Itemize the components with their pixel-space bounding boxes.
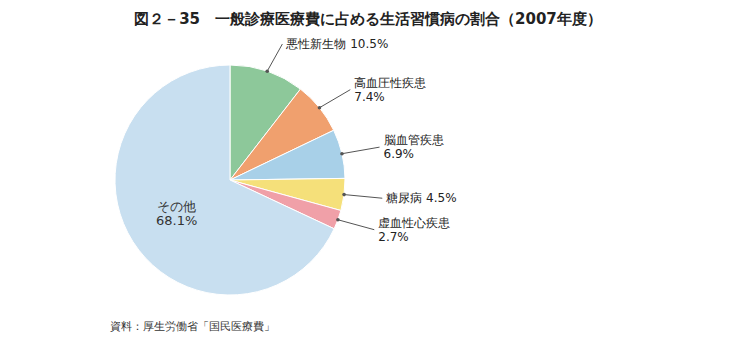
leader-line: [267, 44, 282, 71]
label-line: 脳血管疾患: [384, 133, 444, 147]
slice: [115, 65, 334, 295]
leader-line: [319, 90, 350, 108]
labels: 悪性新生物 10.5% 高血圧性疾患7.4% 脳血管疾患6.9% 糖尿病 4.5% 虚血…: [156, 36, 457, 243]
label-line: 6.9%: [384, 147, 415, 161]
leader-dot: [265, 69, 269, 73]
label-line: 悪性新生物 10.5%: [285, 36, 388, 50]
data-label: 悪性新生物 10.5%: [285, 36, 388, 50]
label-line: 68.1%: [156, 212, 197, 227]
slice: [230, 130, 345, 180]
pie: [115, 65, 345, 295]
data-label: 糖尿病 4.5%: [386, 191, 456, 205]
leader-dot: [318, 106, 322, 110]
leader-line: [342, 147, 380, 154]
label-line: 7.4%: [354, 89, 385, 103]
leader-line: [338, 220, 374, 230]
leader-dot: [340, 152, 344, 156]
annotation: 資料：厚生労働省「国民医療費」: [110, 320, 275, 333]
label-line: 2.7%: [378, 229, 409, 243]
label-line: その他: [157, 198, 196, 213]
label-line: 糖尿病 4.5%: [386, 191, 456, 205]
leader-line: [344, 195, 382, 199]
leader-dot: [342, 193, 346, 197]
label-line: 高血圧性疾患: [354, 75, 426, 89]
data-label: その他68.1%: [156, 198, 197, 227]
data-label: 高血圧性疾患7.4%: [354, 75, 426, 103]
leader-dot: [336, 218, 340, 222]
data-label: 脳血管疾患6.9%: [384, 133, 444, 161]
chart: 図２－35 一般診療医療費に占める生活習慣病の割合（2007年度） 悪性新生物 1…: [0, 0, 736, 340]
label-line: 虚血性心疾患: [378, 215, 450, 229]
title: 図２－35 一般診療医療費に占める生活習慣病の割合（2007年度）: [134, 10, 602, 28]
data-label: 虚血性心疾患2.7%: [378, 215, 450, 243]
